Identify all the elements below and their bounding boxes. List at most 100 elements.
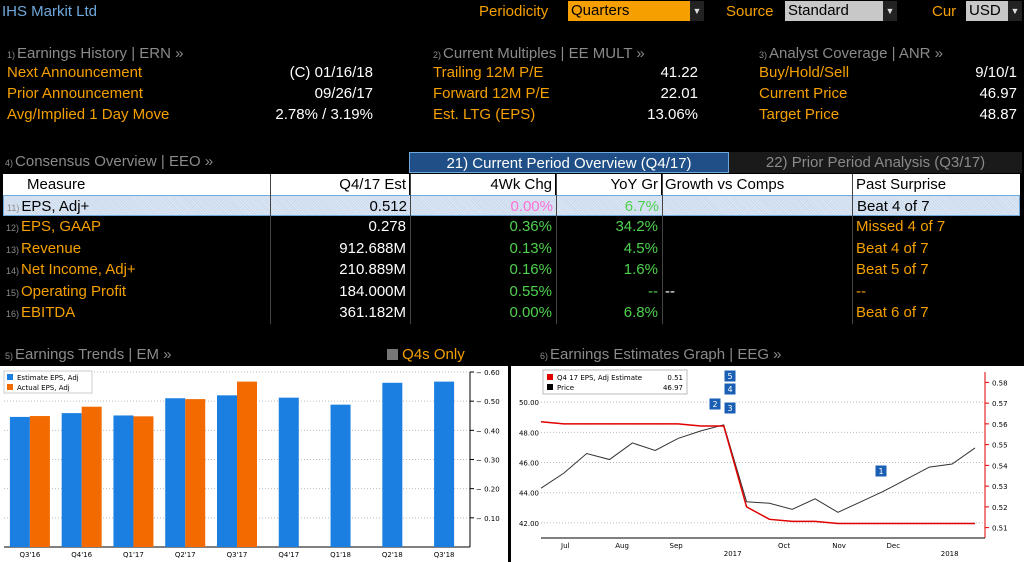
cell-measure: 13) Revenue xyxy=(6,239,82,257)
y-tick-label: − 0.40 xyxy=(476,427,500,435)
event-marker-label: 3 xyxy=(727,404,732,413)
tab-prior-period[interactable]: 22) Prior Period Analysis (Q3/17) xyxy=(729,152,1022,173)
legend-label-estimate: Q4 17 EPS, Adj Estimate xyxy=(557,374,642,382)
right-tick-label: 0.57 xyxy=(992,400,1008,408)
table-row[interactable]: 16) EBITDA 361.182M 0.00% 6.8% Beat 6 of 7 xyxy=(3,302,1020,323)
bar-actual xyxy=(185,399,206,547)
cell-chg: 0.13% xyxy=(509,239,552,257)
bar-estimate xyxy=(165,398,186,547)
table-row[interactable]: 13) Revenue 912.688M 0.13% 4.5% Beat 4 of 7 xyxy=(3,238,1020,259)
bar-actual xyxy=(29,416,50,547)
left-tick-label: 44.00 xyxy=(519,490,539,498)
cell-measure: 14) Net Income, Adj+ xyxy=(6,261,136,279)
col-yoy[interactable]: YoY Gr xyxy=(556,174,661,195)
left-tick-label: 50.00 xyxy=(519,399,539,407)
col-measure[interactable]: Measure xyxy=(3,174,270,195)
target-price-row: Target Price 48.87 xyxy=(759,106,1017,123)
column-divider xyxy=(410,174,411,324)
right-tick-label: 0.52 xyxy=(992,504,1008,512)
trailing-pe-row: Trailing 12M P/E 41.22 xyxy=(433,64,698,81)
cell-est: 912.688M xyxy=(339,239,406,257)
earnings-history-section: 1) Earnings History | ERN » Next Announce… xyxy=(7,45,373,127)
right-tick-label: 0.53 xyxy=(992,483,1008,491)
legend-swatch-actual xyxy=(7,384,13,390)
col-growth-comps[interactable]: Growth vs Comps xyxy=(662,174,852,195)
col-4wk-chg[interactable]: 4Wk Chg xyxy=(410,174,555,195)
prior-announcement-row: Prior Announcement 09/26/17 xyxy=(7,85,373,102)
event-marker-label: 4 xyxy=(727,385,732,394)
table-row[interactable]: 12) EPS, GAAP 0.278 0.36% 34.2% Missed 4 of 7 xyxy=(3,216,1020,237)
earnings-history-link[interactable]: 1) Earnings History | ERN » xyxy=(7,45,184,62)
cell-measure: 15) Operating Profit xyxy=(6,282,127,300)
consensus-table: Measure Q4/17 Est 4Wk Chg YoY Gr Growth … xyxy=(3,174,1020,324)
bar-estimate xyxy=(330,404,351,547)
x-tick-label: Q3'18 xyxy=(434,551,455,559)
x-tick-label: Q1'18 xyxy=(330,551,351,559)
table-row[interactable]: 15) Operating Profit 184.000M 0.55% -- -- -- xyxy=(3,281,1020,302)
source-dropdown[interactable]: Standard ▼ xyxy=(785,1,897,21)
estimates-graph-link[interactable]: 6) Earnings Estimates Graph | EEG » xyxy=(540,346,782,363)
analyst-coverage-link[interactable]: 3) Analyst Coverage | ANR » xyxy=(759,45,943,62)
chevron-down-icon: ▼ xyxy=(1008,1,1022,21)
earnings-trends-link[interactable]: 5) Earnings Trends | EM » xyxy=(5,346,172,363)
right-tick-label: 0.56 xyxy=(992,421,1008,429)
cell-est: 184.000M xyxy=(339,282,406,300)
periodicity-label: Periodicity xyxy=(479,3,549,20)
cell-chg: 0.00% xyxy=(509,304,552,321)
event-marker-label: 1 xyxy=(878,467,883,476)
cell-comps xyxy=(662,216,852,237)
current-multiples-section: 2) Current Multiples | EE MULT » Trailing… xyxy=(433,45,698,127)
cell-yoy: 4.5% xyxy=(623,239,658,257)
right-tick-label: 0.51 xyxy=(992,525,1008,533)
cell-chg: 0.16% xyxy=(509,261,552,279)
cell-est: 210.889M xyxy=(339,261,406,279)
table-row[interactable]: 14) Net Income, Adj+ 210.889M 0.16% 1.6% Beat… xyxy=(3,259,1020,280)
event-marker xyxy=(708,397,722,411)
cell-yoy: -- xyxy=(648,282,658,300)
x-tick-label: Q4'16 xyxy=(71,551,92,559)
bar-estimate xyxy=(217,395,237,547)
legend-label-estimate: Estimate EPS, Adj xyxy=(17,374,79,382)
cell-comps xyxy=(662,238,852,259)
cell-comps xyxy=(662,259,852,280)
tab-current-period[interactable]: 21) Current Period Overview (Q4/17) xyxy=(409,152,729,173)
x-tick-label: Q3'16 xyxy=(19,551,40,559)
cell-comps: -- xyxy=(665,282,675,300)
cell-est: 361.182M xyxy=(339,304,406,321)
cell-comps xyxy=(663,196,853,217)
col-past-surprise[interactable]: Past Surprise xyxy=(853,174,1020,195)
legend-swatch-estimate xyxy=(547,374,553,380)
cell-surprise: -- xyxy=(856,282,866,300)
ltg-row: Est. LTG (EPS) 13.06% xyxy=(433,106,698,123)
periodicity-value: Quarters xyxy=(571,2,630,19)
source-label: Source xyxy=(726,3,774,20)
chevron-down-icon: ▼ xyxy=(883,1,897,21)
cell-chg: 0.55% xyxy=(509,282,552,300)
x-tick-label: Q4'17 xyxy=(278,551,299,559)
periodicity-dropdown[interactable]: Quarters ▼ xyxy=(568,1,704,21)
earnings-trends-svg: − 0.10 − 0.20 − 0.30 − 0.40 − 0.50 − 0.60 Q3'1… xyxy=(3,369,500,559)
bar-actual xyxy=(133,416,154,547)
currency-dropdown[interactable]: USD ▼ xyxy=(966,1,1022,21)
y-tick-label: − 0.30 xyxy=(476,457,500,465)
col-est[interactable]: Q4/17 Est xyxy=(271,174,409,195)
source-value: Standard xyxy=(788,2,849,19)
x-tick-label: Q2'18 xyxy=(382,551,403,559)
event-marker xyxy=(723,401,737,415)
x-tick-label: 2017 xyxy=(724,550,742,558)
consensus-overview-link[interactable]: 4) Consensus Overview | EEO » xyxy=(5,153,214,170)
bar-actual xyxy=(237,381,257,547)
cell-est: 0.278 xyxy=(368,218,406,236)
q4s-only-toggle[interactable]: Q4s Only xyxy=(387,346,465,363)
cell-yoy: 1.6% xyxy=(623,261,658,279)
current-multiples-link[interactable]: 2) Current Multiples | EE MULT » xyxy=(433,45,645,62)
legend-label-actual: Actual EPS, Adj xyxy=(17,384,70,392)
bar-estimate xyxy=(113,415,134,547)
table-row[interactable]: 11) EPS, Adj+ 0.512 0.00% 6.7% Beat 4 of 7 xyxy=(3,195,1020,216)
bar-estimate xyxy=(9,416,30,547)
y-tick-label: − 0.10 xyxy=(476,515,500,523)
column-divider xyxy=(556,174,557,324)
estimates-graph-svg: 42.00 44.00 46.00 48.00 50.00 0.51 0.52 0.53 0.5… xyxy=(519,369,1008,558)
column-divider xyxy=(662,174,663,324)
cell-surprise: Beat 4 of 7 xyxy=(857,198,930,215)
